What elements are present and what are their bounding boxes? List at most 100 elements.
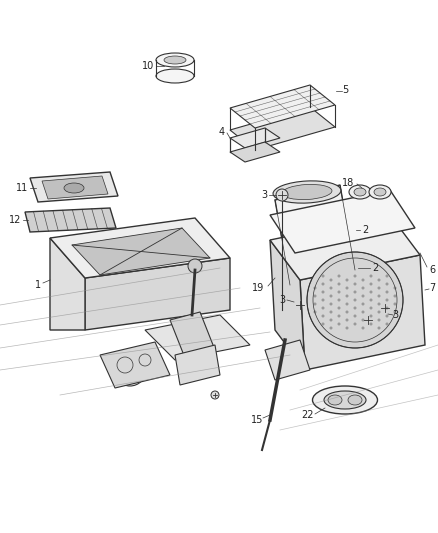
Polygon shape: [230, 128, 280, 148]
Circle shape: [338, 290, 340, 294]
Text: 11: 11: [16, 183, 28, 193]
Text: 6: 6: [429, 265, 435, 275]
Circle shape: [353, 282, 357, 286]
Ellipse shape: [312, 386, 378, 414]
Circle shape: [321, 290, 325, 294]
Circle shape: [314, 287, 317, 289]
Text: 12: 12: [9, 215, 21, 225]
Polygon shape: [25, 208, 116, 232]
Circle shape: [321, 322, 325, 326]
Text: 1: 1: [35, 280, 41, 290]
Polygon shape: [230, 85, 335, 128]
Circle shape: [378, 279, 381, 281]
Circle shape: [362, 314, 374, 326]
Circle shape: [385, 298, 389, 302]
Polygon shape: [230, 107, 335, 150]
Circle shape: [370, 290, 372, 294]
Polygon shape: [270, 215, 420, 280]
Circle shape: [385, 306, 389, 310]
Circle shape: [361, 295, 364, 297]
Text: 22: 22: [301, 410, 313, 420]
Circle shape: [338, 298, 340, 302]
Circle shape: [385, 274, 389, 278]
Polygon shape: [265, 340, 310, 380]
Circle shape: [393, 287, 396, 289]
Circle shape: [378, 311, 381, 313]
Circle shape: [370, 322, 372, 326]
Polygon shape: [275, 185, 355, 285]
Polygon shape: [30, 172, 118, 202]
Circle shape: [211, 391, 219, 399]
Polygon shape: [270, 190, 415, 253]
Circle shape: [329, 303, 332, 305]
Polygon shape: [72, 228, 210, 275]
Circle shape: [393, 303, 396, 305]
Circle shape: [346, 319, 349, 321]
Circle shape: [361, 303, 364, 305]
Polygon shape: [42, 176, 108, 199]
Circle shape: [114, 354, 146, 386]
Circle shape: [378, 287, 381, 289]
Text: 3: 3: [392, 310, 398, 320]
Circle shape: [353, 274, 357, 278]
Ellipse shape: [348, 395, 362, 405]
Ellipse shape: [369, 185, 391, 199]
Circle shape: [346, 311, 349, 313]
Circle shape: [314, 303, 317, 305]
Polygon shape: [175, 345, 220, 385]
Circle shape: [329, 279, 332, 281]
Circle shape: [353, 290, 357, 294]
Circle shape: [346, 287, 349, 289]
Circle shape: [188, 259, 202, 273]
Circle shape: [353, 322, 357, 326]
Circle shape: [321, 298, 325, 302]
Ellipse shape: [164, 56, 186, 64]
Text: 19: 19: [252, 283, 264, 293]
Ellipse shape: [273, 181, 341, 203]
Polygon shape: [230, 142, 280, 162]
Circle shape: [353, 314, 357, 318]
Polygon shape: [50, 218, 230, 278]
Circle shape: [276, 189, 288, 201]
Circle shape: [378, 303, 381, 305]
Circle shape: [385, 290, 389, 294]
Text: 3: 3: [261, 190, 267, 200]
Circle shape: [361, 287, 364, 289]
Polygon shape: [145, 315, 250, 360]
Circle shape: [393, 295, 396, 297]
Text: 18: 18: [342, 178, 354, 188]
Polygon shape: [270, 240, 305, 370]
Circle shape: [393, 311, 396, 313]
Circle shape: [338, 322, 340, 326]
Circle shape: [329, 319, 332, 321]
Text: 7: 7: [429, 283, 435, 293]
Circle shape: [321, 274, 325, 278]
Polygon shape: [170, 312, 215, 358]
Circle shape: [346, 303, 349, 305]
Circle shape: [321, 306, 325, 310]
Circle shape: [346, 327, 349, 329]
Polygon shape: [100, 342, 170, 388]
Circle shape: [338, 274, 340, 278]
Circle shape: [338, 306, 340, 310]
Text: 5: 5: [342, 85, 348, 95]
Ellipse shape: [374, 188, 386, 196]
Circle shape: [321, 314, 325, 318]
Circle shape: [314, 311, 317, 313]
Circle shape: [329, 287, 332, 289]
Polygon shape: [85, 258, 230, 330]
Circle shape: [370, 282, 372, 286]
Ellipse shape: [156, 53, 194, 67]
Circle shape: [361, 327, 364, 329]
Text: 10: 10: [142, 61, 154, 71]
Circle shape: [329, 311, 332, 313]
Circle shape: [338, 314, 340, 318]
Circle shape: [346, 279, 349, 281]
Circle shape: [378, 295, 381, 297]
Circle shape: [385, 322, 389, 326]
Circle shape: [122, 362, 138, 378]
Text: 2: 2: [372, 263, 378, 273]
Circle shape: [294, 299, 306, 311]
Circle shape: [353, 306, 357, 310]
Circle shape: [385, 282, 389, 286]
